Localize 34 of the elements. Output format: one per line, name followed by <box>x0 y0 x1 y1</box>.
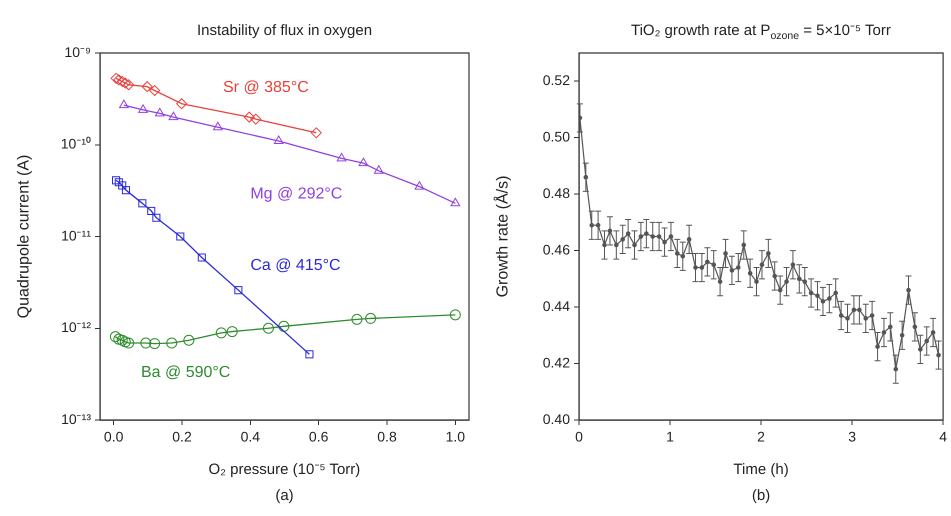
x-tick-label: 2 <box>757 428 766 444</box>
y-tick-label: 0.42 <box>542 354 570 370</box>
text: (b) <box>752 487 770 504</box>
y-tick-label: 0.50 <box>542 128 570 145</box>
x-tick-label: 0.0 <box>104 428 124 444</box>
y-tick-label: 10⁻¹³ <box>61 410 92 427</box>
x-tick-label: 0.6 <box>308 428 329 444</box>
series-label: Sr @ 385°C <box>223 78 309 96</box>
y-tick-label: 10⁻⁹ <box>64 44 91 60</box>
y-tick-label: 0.40 <box>542 410 570 427</box>
x-tick-label: 4 <box>939 428 948 444</box>
y-tick-label: 10⁻¹¹ <box>61 227 92 244</box>
y-tick-label: 10⁻¹² <box>61 319 92 336</box>
chart-title: Instability of flux in oxygen <box>196 22 372 40</box>
x-tick-label: 0.4 <box>240 428 260 444</box>
y-axis-title: Growth rate (Å/s) <box>493 176 512 298</box>
y-tick-label: 0.46 <box>542 241 570 258</box>
y-tick-label: 10⁻¹⁰ <box>60 136 91 152</box>
y-tick-label: 0.52 <box>542 72 570 88</box>
y-tick-label: 0.48 <box>542 185 570 202</box>
series-label: Ba @ 590°C <box>141 364 230 381</box>
series-label: Ca @ 415°C <box>250 257 341 274</box>
x-tick-label: 0 <box>575 428 584 444</box>
x-tick-label: 0.8 <box>377 428 397 444</box>
y-tick-label: 0.44 <box>542 298 570 314</box>
y-axis-title: Quadrupole current (A) <box>15 154 32 318</box>
x-axis-title: O₂ pressure (10⁻⁵ Torr) <box>208 461 360 478</box>
x-tick-label: 0.2 <box>172 428 192 444</box>
x-tick-label: 1.0 <box>446 428 466 444</box>
x-tick-label: 3 <box>848 428 856 444</box>
x-tick-label: 1 <box>666 428 674 444</box>
series-label: Mg @ 292°C <box>250 185 342 202</box>
text: (a) <box>275 487 294 504</box>
x-axis-title: Time (h) <box>733 461 789 478</box>
